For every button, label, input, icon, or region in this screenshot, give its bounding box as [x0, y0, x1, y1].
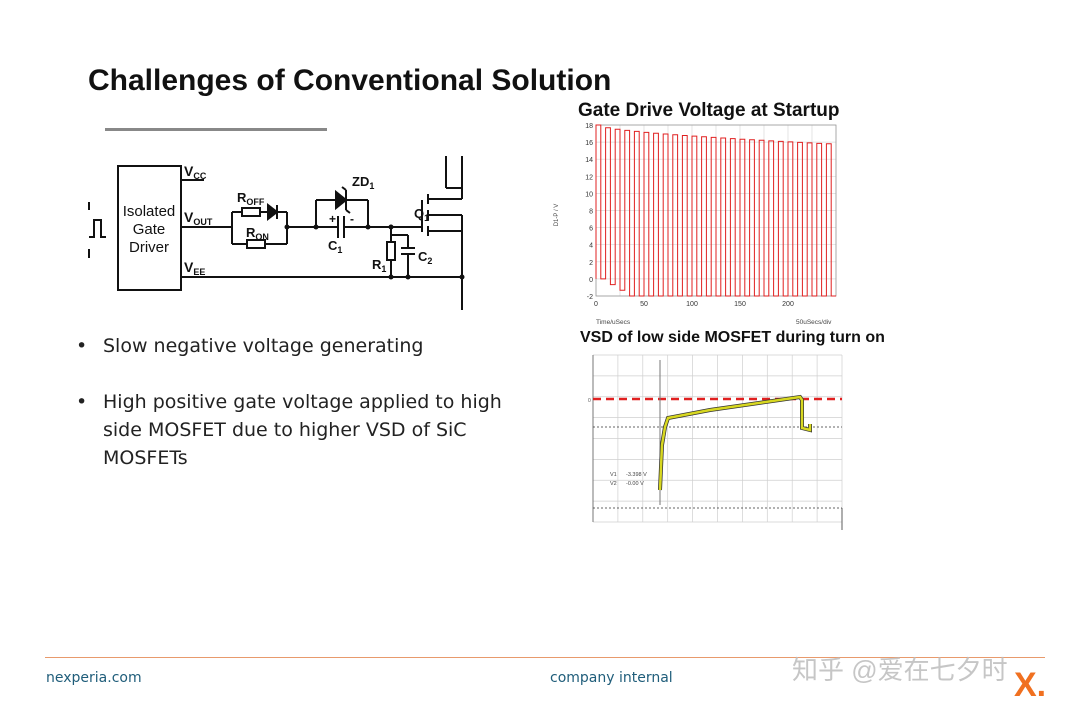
slide-title: Challenges of Conventional Solution [88, 64, 612, 97]
bullet-item: Slow negative voltage generating [76, 332, 526, 360]
x-tick-label: 100 [686, 301, 698, 308]
nexperia-logo: X. [1014, 666, 1047, 704]
driver-label-line1: Isolated [123, 203, 176, 220]
footer-website: nexperia.com [46, 670, 142, 686]
reference-marker: 0 [588, 398, 591, 404]
x-tick-label: 50 [640, 301, 648, 308]
y-tick-label: 6 [589, 226, 593, 233]
x-tick-label: 150 [734, 301, 746, 308]
zd1-label: ZD1 [352, 174, 374, 191]
driver-label-line3: Driver [129, 239, 169, 256]
cursor-label-value: -3.398 V [626, 472, 647, 478]
y-tick-label: 12 [585, 174, 593, 181]
y-tick-label: 4 [589, 243, 593, 250]
vsd-chart-title: VSD of low side MOSFET during turn on [580, 329, 885, 346]
watermark: 知乎 @爱在七夕时 [792, 655, 1008, 685]
y-tick-label: 16 [585, 140, 593, 147]
footer-divider [45, 657, 1045, 658]
c1-minus-label: - [350, 212, 354, 226]
y-tick-label: 18 [585, 123, 593, 130]
y-tick-label: 2 [589, 260, 593, 267]
y-tick-label: 0 [589, 277, 593, 284]
x-scale-label: 50uSecs/div [796, 319, 832, 326]
cursor-label-name: V1 [610, 472, 617, 478]
roff-label: ROFF [237, 190, 265, 207]
driver-label-line2: Gate [133, 221, 166, 238]
bullet-item: High positive gate voltage applied to hi… [76, 388, 526, 472]
cursor-label-value: -0.00 V [626, 481, 644, 487]
gate-voltage-trace [595, 124, 836, 297]
gate-drive-chart-title: Gate Drive Voltage at Startup [578, 100, 840, 121]
vcc-label: VCC [184, 163, 207, 181]
ron-label: RON [246, 225, 269, 242]
x-axis-label: Time/uSecs [596, 319, 631, 326]
bullet-list: Slow negative voltage generating High po… [76, 332, 526, 500]
vsd-chart: 0 V1 -3.398 V V2 -0.00 V [588, 354, 843, 530]
vout-label: VOUT [184, 209, 213, 227]
y-tick-label: -2 [587, 294, 593, 301]
vsd-trace-outline [658, 394, 812, 491]
y-tick-label: 10 [585, 191, 593, 198]
title-underline [105, 128, 327, 131]
y-tick-label: 8 [589, 209, 593, 216]
y-axis-label: D1-P / V [554, 204, 560, 227]
y-tick-label: 14 [585, 157, 593, 164]
r1-label: R1 [372, 257, 386, 274]
c1-label: C1 [328, 238, 342, 255]
gate-driver-schematic: Isolated Gate Driver VCC VOUT VEE ROFF R… [88, 156, 465, 310]
vee-label: VEE [184, 259, 205, 277]
vsd-trace [658, 395, 812, 491]
c1-plus-label: + [329, 212, 336, 226]
x-tick-label: 0 [594, 301, 598, 308]
q1-label: Q1 [414, 206, 429, 223]
c2-label: C2 [418, 249, 432, 266]
x-tick-label: 200 [782, 301, 794, 308]
footer-confidentiality: company internal [550, 670, 673, 686]
pulse-symbol [89, 219, 106, 238]
cursor-label-name: V2 [610, 481, 617, 487]
